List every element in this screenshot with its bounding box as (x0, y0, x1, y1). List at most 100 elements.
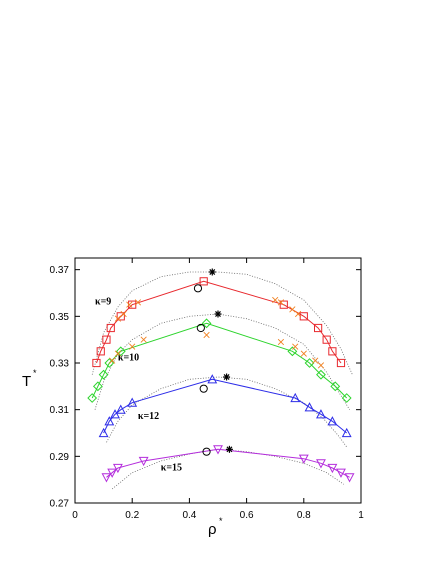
diamond-marker (92, 381, 103, 392)
y-tick-label: 0.29 (50, 452, 70, 463)
circle-marker (199, 384, 208, 393)
diamond-marker (287, 346, 298, 357)
x-tick-label: 0.2 (125, 510, 139, 521)
axis-ticks: 0 0.2 0.4 0.6 0.8 1 0.27 0.29 0.31 0.33 0.35 0.37 (50, 258, 364, 521)
cross-stroke (203, 331, 210, 339)
cross-marker (277, 299, 285, 306)
triangle-down-marker (344, 473, 355, 483)
cross-marker (292, 343, 299, 350)
cross-stroke (300, 350, 307, 357)
cross-stroke (294, 310, 302, 318)
series-labels: κ=9 κ=10 κ=12 κ=15 (95, 297, 182, 474)
cross-marker (114, 350, 122, 357)
cross-stroke (120, 310, 127, 318)
series-line (91, 322, 348, 399)
diamond-marker (98, 369, 109, 380)
cross-stroke (114, 350, 122, 357)
square-marker (199, 277, 208, 286)
square-marker (106, 323, 115, 333)
diamond-marker (115, 346, 126, 357)
cross-stroke (312, 357, 319, 364)
triangle-down-marker (138, 456, 149, 467)
triangle-up-marker (110, 409, 120, 419)
cross-marker (294, 310, 302, 318)
square-marker (92, 358, 101, 368)
cross-stroke (277, 338, 285, 346)
square-marker (96, 347, 105, 356)
star-marker (225, 445, 233, 453)
cross-marker (109, 357, 116, 364)
square-marker (328, 347, 337, 356)
star-marker (214, 310, 222, 318)
star-marker (223, 373, 231, 381)
diamond-marker (201, 318, 212, 329)
series-markers (87, 268, 355, 483)
y-tick-label: 0.37 (50, 265, 70, 276)
y-tick-label: 0.27 (50, 499, 70, 510)
triangle-down-marker (336, 468, 346, 478)
cross-stroke (114, 315, 122, 322)
triangle-down-marker (316, 459, 326, 469)
cross-stroke (134, 299, 142, 306)
circle-marker (193, 284, 203, 293)
triangle-up-marker (341, 427, 352, 438)
cross-marker (126, 301, 133, 308)
series-line (96, 280, 342, 364)
square-marker (116, 312, 125, 321)
x-tick-label: 1 (358, 510, 364, 521)
triangle-down-marker (327, 463, 338, 474)
series-line (103, 378, 348, 434)
star-stroke (223, 374, 230, 380)
triangle-down-marker (298, 454, 309, 464)
diamond-marker (104, 358, 115, 368)
star-stroke (209, 269, 216, 275)
diamond-marker (316, 369, 326, 380)
cross-marker (203, 331, 210, 339)
cross-stroke (129, 343, 136, 350)
triangle-up-marker (316, 409, 326, 419)
y-tick-label: 0.33 (50, 359, 70, 370)
fit-curve (91, 271, 353, 375)
fit-curve (111, 448, 345, 490)
x-tick-label: 0.8 (297, 510, 311, 521)
series-label: κ=10 (118, 353, 139, 364)
cross-stroke (317, 362, 325, 369)
cross-marker (312, 357, 319, 364)
cross-stroke (140, 336, 147, 343)
triangle-up-marker (98, 427, 109, 438)
triangle-up-marker (127, 397, 138, 407)
triangle-down-marker (107, 468, 118, 478)
cross-marker (272, 296, 279, 304)
x-tick-label: 0.6 (240, 510, 254, 521)
diamond-marker (330, 381, 341, 392)
triangle-down-marker (112, 463, 123, 474)
x-tick-label: 0 (72, 510, 78, 521)
cross-marker (300, 350, 307, 357)
series-label: κ=12 (138, 411, 159, 422)
square-marker (336, 358, 346, 368)
triangle-up-marker (327, 416, 338, 426)
square-marker (102, 335, 111, 344)
plot-frame (74, 257, 362, 504)
cross-marker (129, 343, 136, 350)
cross-marker (317, 362, 325, 369)
series-label: κ=9 (95, 297, 111, 308)
triangle-up-marker (207, 374, 218, 384)
cross-stroke (109, 357, 116, 364)
square-marker (322, 335, 331, 344)
cross-stroke (126, 301, 133, 308)
circle-marker (202, 447, 211, 456)
y-tick-label: 0.31 (50, 405, 70, 416)
x-axis-label: ρ (208, 521, 217, 538)
cross-stroke (292, 343, 299, 350)
cross-stroke (272, 296, 279, 304)
cross-marker (140, 336, 147, 343)
cross-stroke (277, 299, 285, 306)
cross-marker (289, 306, 296, 313)
square-marker (279, 300, 288, 309)
triangle-down-marker (213, 445, 223, 455)
triangle-down-marker (101, 473, 112, 483)
circle-marker (196, 323, 205, 333)
triangle-up-marker (104, 416, 115, 426)
